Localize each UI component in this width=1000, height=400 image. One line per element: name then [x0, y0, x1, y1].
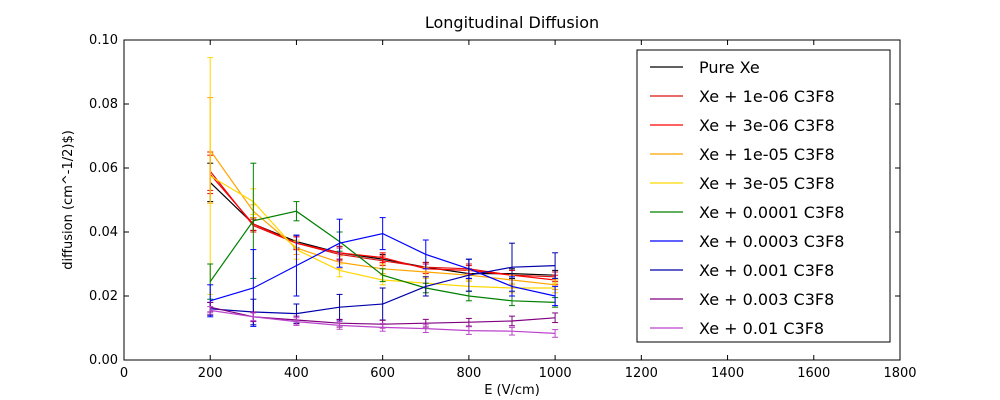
legend-box — [636, 49, 891, 343]
y-tick-label: 0.08 — [89, 97, 118, 112]
x-tick-label: 400 — [284, 366, 309, 381]
series-line — [210, 232, 556, 302]
series-line — [209, 210, 556, 303]
legend-entry: Xe + 1e-06 C3F8 — [699, 87, 835, 106]
legend-entry: Xe + 1e-05 C3F8 — [699, 145, 835, 164]
y-axis: 0.00 0.02 0.04 0.06 0.08 0.10 — [89, 33, 900, 368]
x-tick-label: 600 — [370, 366, 395, 381]
legend-entry: Xe + 0.003 C3F8 — [699, 290, 834, 309]
series-line — [210, 265, 556, 315]
x-tick-label: 800 — [456, 366, 481, 381]
y-tick-label: 0.02 — [89, 289, 118, 304]
x-tick-label: 1000 — [539, 366, 572, 381]
x-tick-label: 1400 — [711, 366, 744, 381]
chart-title: Longitudinal Diffusion — [425, 13, 599, 32]
y-axis-label: diffusion (cm^-1/2)$) — [61, 130, 76, 270]
legend-entry: Xe + 0.0001 C3F8 — [699, 203, 844, 222]
y-tick-label: 0.10 — [89, 33, 118, 48]
y-tick-label: 0.00 — [89, 353, 118, 368]
plot-frame — [123, 39, 901, 361]
legend: Pure Xe Xe + 1e-06 C3F8 Xe + 3e-06 C3F8 Xe … — [636, 49, 891, 343]
x-axis: 0 200 400 600 800 1000 1200 1400 1600 1800 — [120, 40, 917, 381]
x-tick-label: 0 — [120, 366, 128, 381]
legend-entry: Pure Xe — [699, 58, 760, 77]
legend-entry: Xe + 3e-05 C3F8 — [699, 174, 835, 193]
legend-entry: Xe + 0.001 C3F8 — [699, 261, 834, 280]
y-tick-label: 0.04 — [89, 225, 118, 240]
legend-entry: Xe + 0.01 C3F8 — [699, 319, 824, 338]
x-axis-label: E (V/cm) — [484, 383, 540, 398]
y-tick-label: 0.06 — [89, 161, 118, 176]
x-tick-label: 1800 — [883, 366, 916, 381]
series-line — [209, 174, 556, 281]
x-tick-label: 1600 — [797, 366, 830, 381]
x-tick-label: 200 — [198, 366, 223, 381]
legend-entry: Xe + 3e-06 C3F8 — [699, 116, 835, 135]
x-tick-label: 1200 — [625, 366, 658, 381]
series-9 — [207, 306, 559, 338]
legend-entry: Xe + 0.0003 C3F8 — [699, 232, 844, 251]
series-layer — [207, 57, 559, 338]
series-line — [210, 309, 556, 334]
